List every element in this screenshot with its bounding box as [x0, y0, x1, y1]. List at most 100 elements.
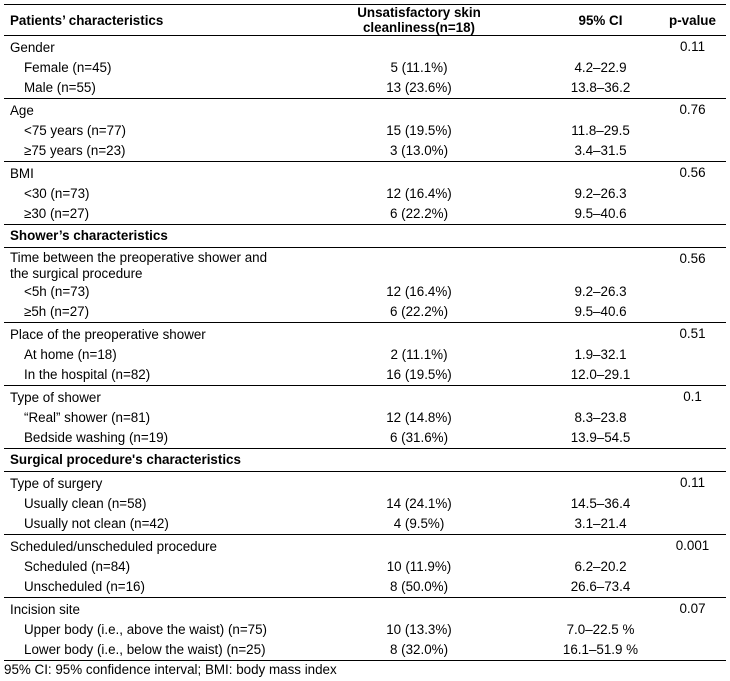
table-row: Upper body (i.e., above the waist) (n=75… — [4, 620, 726, 640]
row-value: 8 (50.0%) — [389, 579, 449, 594]
table-row: Usually clean (n=58) 14 (24.1%) 14.5–36.4 — [4, 494, 726, 514]
p-value: 0.56 — [659, 161, 726, 225]
row-value: 6 (22.2%) — [389, 304, 449, 319]
row-label: Upper body (i.e., above the waist) (n=75… — [24, 622, 268, 637]
row-label: <5h (n=73) — [24, 284, 90, 299]
group-row: Type of surgery 0.11 — [4, 471, 726, 535]
group-label: Incision site — [4, 597, 296, 620]
group-label-text-line2: the surgical procedure — [10, 266, 143, 281]
table-row: In the hospital (n=82) 16 (19.5%) 12.0–29.… — [4, 365, 726, 386]
row-ci: 1.9–32.1 — [574, 347, 627, 362]
row-label: At home (n=18) — [24, 347, 117, 362]
group-label: Type of surgery — [4, 471, 296, 494]
header-characteristics: Patients’ characteristics — [4, 4, 296, 36]
table-row: <75 years (n=77) 15 (19.5%) 11.8–29.5 — [4, 121, 726, 141]
row-value: 12 (16.4%) — [386, 186, 452, 201]
group-label-text: Scheduled/unscheduled procedure — [10, 539, 217, 554]
group-label-text: Place of the preoperative shower — [10, 327, 206, 342]
row-ci: 14.5–36.4 — [570, 496, 631, 511]
row-label: “Real” shower (n=81) — [24, 410, 151, 425]
table-row: ≥30 (n=27) 6 (22.2%) 9.5–40.6 — [4, 204, 726, 225]
group-label-text: Type of shower — [10, 390, 101, 405]
p-value: 0.001 — [659, 534, 726, 598]
group-value-empty — [296, 98, 542, 121]
header-unsatisfactory: Unsatisfactory skin cleanliness(n=18) — [296, 4, 542, 36]
row-value: 8 (32.0%) — [296, 640, 542, 661]
p-value: 0.76 — [659, 98, 726, 162]
row-value: 16 (19.5%) — [386, 367, 452, 382]
group-ci-empty — [542, 597, 659, 620]
p-value: 0.11 — [659, 35, 726, 99]
row-label: <75 years (n=77) — [24, 123, 126, 138]
row-ci: 13.9–54.5 — [570, 430, 631, 445]
row-ci: 11.8–29.5 — [571, 123, 630, 138]
row-label: Female (n=45) — [24, 60, 112, 75]
row-label: ≥75 years (n=23) — [24, 143, 126, 158]
table-footnote: 95% CI: 95% confidence interval; BMI: bo… — [4, 662, 337, 677]
group-ci-empty — [542, 322, 659, 345]
group-label: Time between the preoperative shower and… — [4, 247, 296, 282]
row-value: 14 (24.1%) — [386, 496, 452, 511]
group-value-empty — [296, 534, 542, 557]
row-value: 13 (23.6%) — [386, 80, 452, 95]
table-row: “Real” shower (n=81) 12 (14.8%) 8.3–23.8 — [4, 408, 726, 428]
row-label: Scheduled (n=84) — [24, 559, 131, 574]
row-label: In the hospital (n=82) — [24, 367, 151, 382]
table-row: <30 (n=73) 12 (16.4%) 9.2–26.3 — [4, 184, 726, 204]
row-value: 10 (11.9%) — [386, 559, 452, 574]
row-value: 15 (19.5%) — [386, 123, 452, 138]
row-ci: 12.0–29.1 — [570, 367, 631, 382]
row-ci: 16.1–51.9 % — [542, 640, 659, 661]
table-body: Gender 0.11 Female (n=45) 5 (11.1%) 4.2–22.9… — [4, 35, 726, 661]
row-label: ≥30 (n=27) — [24, 206, 90, 221]
row-label: ≥5h (n=27) — [24, 304, 90, 319]
row-label: Lower body (i.e., below the waist) (n=25… — [4, 640, 296, 661]
group-row: Place of the preoperative shower 0.51 — [4, 322, 726, 386]
group-row: Type of shower 0.1 — [4, 385, 726, 449]
row-value: 2 (11.1%) — [390, 347, 448, 362]
p-value: 0.51 — [659, 322, 726, 386]
p-value: 0.07 — [659, 597, 726, 661]
table-row: Female (n=45) 5 (11.1%) 4.2–22.9 — [4, 58, 726, 78]
row-value: 3 (13.0%) — [389, 143, 449, 158]
group-value-empty — [296, 385, 542, 408]
row-ci: 13.8–36.2 — [570, 80, 631, 95]
table-row: <5h (n=73) 12 (16.4%) 9.2–26.3 — [4, 282, 726, 302]
section-row: Shower’s characteristics — [4, 224, 726, 248]
row-value: 6 (22.2%) — [389, 206, 449, 221]
group-row: Gender 0.11 — [4, 35, 726, 99]
table-row: Unscheduled (n=16) 8 (50.0%) 26.6–73.4 — [4, 577, 726, 598]
p-value: 0.56 — [659, 247, 726, 323]
table-row: ≥5h (n=27) 6 (22.2%) 9.5–40.6 — [4, 302, 726, 323]
group-value-empty — [296, 247, 542, 282]
group-ci-empty — [542, 98, 659, 121]
row-label: Usually clean (n=58) — [24, 496, 147, 511]
p-value: 0.1 — [659, 385, 726, 449]
group-value-empty — [296, 322, 542, 345]
group-label: Age — [4, 98, 296, 121]
table-row: Usually not clean (n=42) 4 (9.5%) 3.1–21.4 — [4, 514, 726, 535]
row-ci: 9.5–40.6 — [574, 304, 627, 319]
group-row: BMI 0.56 — [4, 161, 726, 225]
group-row: Time between the preoperative shower and… — [4, 247, 726, 323]
row-ci: 4.2–22.9 — [574, 60, 627, 75]
row-ci: 3.4–31.5 — [574, 143, 627, 158]
section-row: Surgical procedure's characteristics — [4, 448, 726, 472]
group-ci-empty — [542, 247, 659, 282]
row-value: 12 (16.4%) — [386, 284, 452, 299]
row-label: Male (n=55) — [24, 80, 96, 95]
group-value-empty — [296, 597, 542, 620]
group-value-empty — [296, 161, 542, 184]
table-row: At home (n=18) 2 (11.1%) 1.9–32.1 — [4, 345, 726, 365]
group-row: Age 0.76 — [4, 98, 726, 162]
row-value: 4 (9.5%) — [393, 516, 445, 531]
table-row: Bedside washing (n=19) 6 (31.6%) 13.9–54.5 — [4, 428, 726, 449]
group-label-text: Gender — [10, 40, 55, 55]
group-value-empty — [296, 471, 542, 494]
results-table: Patients’ characteristics Unsatisfactory… — [4, 4, 726, 661]
group-label-text: Time between the preoperative shower and — [10, 250, 268, 265]
row-value: 5 (11.1%) — [390, 60, 448, 75]
row-label: Unscheduled (n=16) — [24, 579, 145, 594]
row-value: 12 (14.8%) — [386, 410, 452, 425]
group-row: Scheduled/unscheduled procedure 0.001 — [4, 534, 726, 598]
